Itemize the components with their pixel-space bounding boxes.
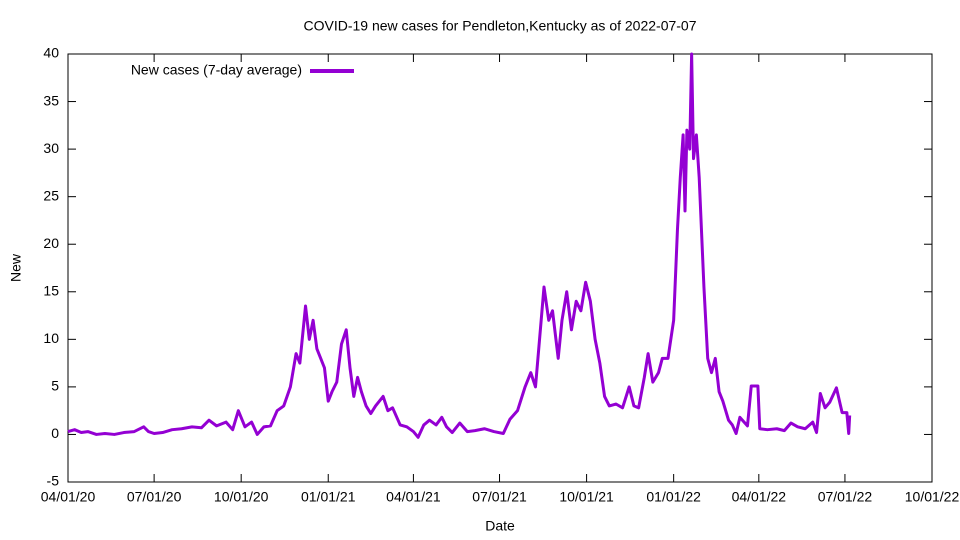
x-tick-label: 07/01/22 bbox=[818, 489, 873, 505]
x-tick-label: 10/01/22 bbox=[905, 489, 960, 505]
plot-frame bbox=[67, 53, 933, 483]
y-tick-label: 30 bbox=[43, 140, 59, 156]
x-tick-label: 07/01/20 bbox=[127, 489, 182, 505]
y-tick-label: 20 bbox=[43, 235, 59, 251]
x-tick-label: 04/01/20 bbox=[41, 489, 96, 505]
x-tick-label: 04/01/21 bbox=[386, 489, 441, 505]
y-tick-label: 35 bbox=[43, 92, 59, 108]
y-tick-label: 25 bbox=[43, 187, 59, 203]
x-axis-label: Date bbox=[485, 518, 515, 534]
x-tick-label: 10/01/21 bbox=[559, 489, 614, 505]
x-tick-label: 10/01/20 bbox=[214, 489, 269, 505]
y-tick-label: 40 bbox=[43, 45, 59, 61]
x-tick-label: 01/01/21 bbox=[301, 489, 356, 505]
chart-title: COVID-19 new cases for Pendleton,Kentuck… bbox=[304, 18, 697, 34]
y-tick-label: 15 bbox=[43, 282, 59, 298]
x-tick-label: 01/01/22 bbox=[646, 489, 701, 505]
legend-label: New cases (7-day average) bbox=[131, 62, 302, 78]
x-tick-label: 07/01/21 bbox=[472, 489, 527, 505]
y-tick-label: -5 bbox=[47, 473, 60, 489]
y-axis-label: New bbox=[8, 253, 24, 282]
data-line bbox=[67, 52, 852, 439]
y-tick-label: 5 bbox=[51, 378, 59, 394]
x-tick-label: 04/01/22 bbox=[732, 489, 787, 505]
y-tick-label: 0 bbox=[51, 425, 59, 441]
y-tick-label: 10 bbox=[43, 330, 59, 346]
